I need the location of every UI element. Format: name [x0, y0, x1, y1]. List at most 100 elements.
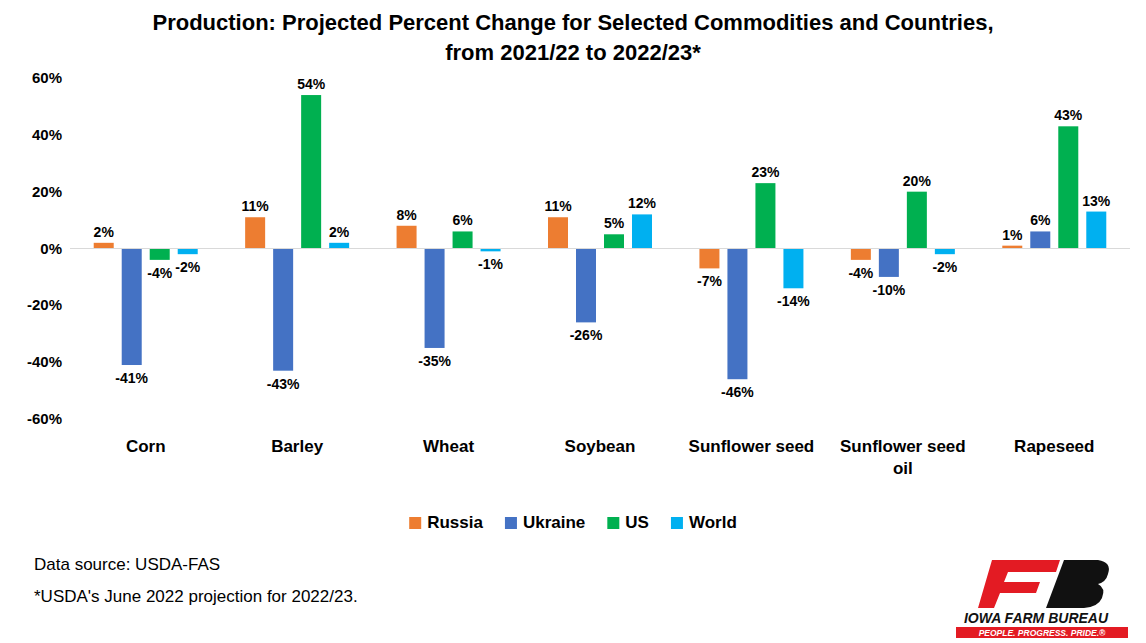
- legend-label: Ukraine: [523, 513, 585, 532]
- tick-mark: [66, 248, 70, 249]
- category-label: Soybean: [565, 437, 636, 456]
- logo-band: [956, 627, 1128, 638]
- text-line: Sunflower seed: [840, 437, 966, 456]
- data-label: 11%: [242, 198, 270, 214]
- data-label: -4%: [147, 265, 172, 281]
- data-label: 6%: [1030, 212, 1051, 228]
- data-label: 20%: [903, 173, 932, 189]
- data-label: -14%: [777, 293, 810, 309]
- bar: [548, 217, 568, 248]
- data-label: -46%: [721, 384, 754, 400]
- legend-swatch: [671, 517, 683, 529]
- bar: [576, 249, 596, 323]
- data-label: 43%: [1054, 107, 1083, 123]
- tick-label: -20%: [27, 296, 62, 313]
- data-label: -26%: [570, 327, 603, 343]
- legend: Russia Ukraine US World: [409, 513, 737, 532]
- bar: [879, 249, 899, 277]
- category-label: Sunflower seed: [689, 437, 815, 456]
- data-label: -43%: [267, 376, 300, 392]
- bar: [699, 249, 719, 269]
- tick-label: 20%: [32, 183, 62, 200]
- text-line: Wheat: [423, 437, 474, 456]
- bar: [783, 249, 803, 289]
- legend-item: Russia: [409, 513, 483, 532]
- data-label: -7%: [697, 273, 722, 289]
- data-label: 13%: [1082, 193, 1111, 209]
- tick-label: 60%: [32, 69, 62, 86]
- data-label: -1%: [478, 256, 503, 272]
- tick-label: 0%: [40, 240, 62, 257]
- bar: [604, 234, 624, 248]
- bar: [329, 243, 349, 249]
- data-label: -2%: [175, 259, 200, 275]
- text-line: Barley: [271, 437, 324, 456]
- data-label: -2%: [932, 259, 957, 275]
- text-line: from 2021/22 to 2022/23*: [445, 40, 701, 65]
- tick-mark: [66, 362, 70, 363]
- bars: [94, 95, 1107, 379]
- bar: [1030, 231, 1050, 248]
- legend-label: World: [689, 513, 737, 532]
- bar: [301, 95, 321, 248]
- data-label: 8%: [396, 207, 417, 223]
- bar: [1058, 126, 1078, 248]
- category-label: Wheat: [423, 437, 474, 456]
- data-label: 23%: [751, 164, 780, 180]
- legend-item: World: [671, 513, 737, 532]
- category-label: Barley: [271, 437, 324, 456]
- bar: [632, 214, 652, 248]
- legend-swatch: [505, 517, 517, 529]
- footnote: *USDA's June 2022 projection for 2022/23…: [34, 587, 358, 606]
- data-label: 2%: [94, 224, 115, 240]
- legend-item: Ukraine: [505, 513, 585, 532]
- tick-mark: [66, 134, 70, 135]
- text-line: Rapeseed: [1014, 437, 1094, 456]
- logo-name: IOWA FARM BUREAU: [964, 610, 1109, 626]
- logo: IOWA FARM BUREAU PEOPLE. PROGRESS. PRIDE.…: [956, 560, 1128, 638]
- bar: [178, 249, 198, 255]
- bar: [122, 249, 142, 366]
- bar: [453, 231, 473, 248]
- category-label: Corn: [126, 437, 166, 456]
- tick-label: -40%: [27, 353, 62, 370]
- tick-mark: [66, 305, 70, 306]
- legend-label: Russia: [427, 513, 483, 532]
- data-label: -10%: [873, 282, 906, 298]
- logo-mark: [978, 560, 1060, 608]
- legend-swatch: [409, 517, 421, 529]
- text-line: oil: [893, 459, 913, 478]
- text-line: Sunflower seed: [689, 437, 815, 456]
- bar: [935, 249, 955, 255]
- legend-item: US: [607, 513, 649, 532]
- text-line: Corn: [126, 437, 166, 456]
- bar: [273, 249, 293, 371]
- data-label: -4%: [848, 265, 873, 281]
- background: [0, 0, 1146, 643]
- axis-line: [70, 248, 1130, 249]
- data-label: 6%: [452, 212, 473, 228]
- text-line: Production: Projected Percent Change for…: [152, 10, 993, 35]
- tick-mark: [66, 419, 70, 420]
- bar: [150, 249, 170, 260]
- data-label: -35%: [418, 353, 451, 369]
- bar: [851, 249, 871, 260]
- text-line: Soybean: [565, 437, 636, 456]
- chart: Production: Projected Percent Change for…: [0, 0, 1146, 643]
- bar: [94, 243, 114, 249]
- data-label: 12%: [628, 195, 657, 211]
- data-label: 54%: [297, 76, 326, 92]
- tick-mark: [66, 78, 70, 79]
- logo-tagline: PEOPLE. PROGRESS. PRIDE.®: [979, 628, 1106, 638]
- legend-swatch: [607, 517, 619, 529]
- category-label: Sunflower seed oil: [840, 437, 966, 478]
- legend-label: US: [625, 513, 649, 532]
- title: Production: Projected Percent Change for…: [152, 10, 993, 65]
- logo-mark: [1046, 560, 1109, 608]
- data-label: 11%: [544, 198, 572, 214]
- bar: [425, 249, 445, 348]
- data-label: 1%: [1002, 227, 1023, 243]
- bar: [727, 249, 747, 380]
- bar: [907, 192, 927, 249]
- bar: [1086, 212, 1106, 249]
